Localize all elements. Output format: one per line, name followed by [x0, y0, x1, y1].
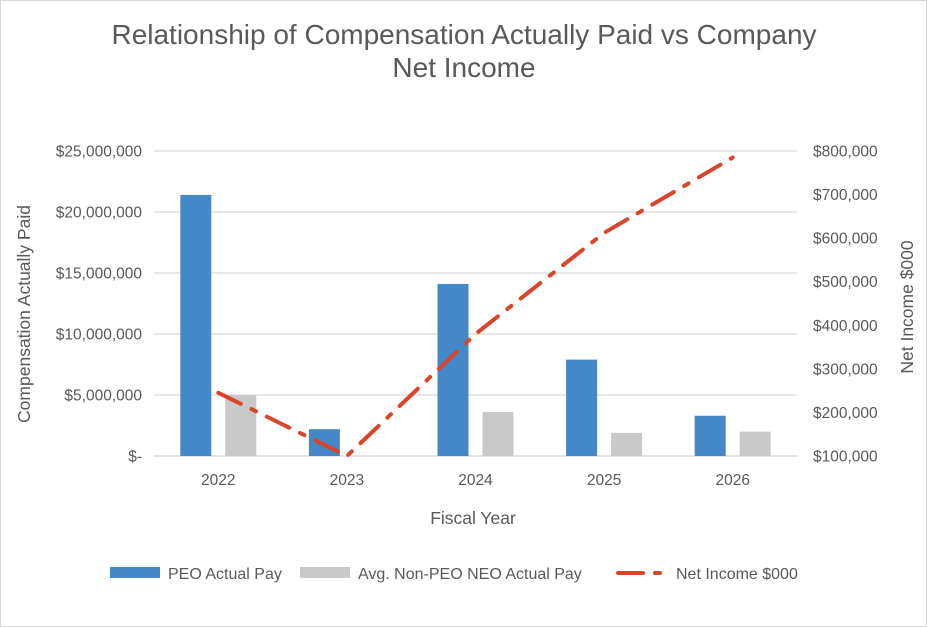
- legend: PEO Actual Pay Avg. Non-PEO NEO Actual Pa…: [110, 566, 798, 583]
- bar-series: [180, 194, 771, 457]
- right-axis-tick-labels: $100,000 $200,000 $300,000 $400,000 $500,000…: [813, 144, 878, 466]
- left-axis-tick-label: $25,000,000: [56, 144, 143, 161]
- legend-item-net-income-000: Net Income $000: [616, 566, 798, 583]
- right-axis-tick-label: $800,000: [813, 144, 878, 161]
- line-net-income-000: [216, 155, 735, 458]
- legend-swatch: [300, 567, 350, 578]
- x-axis-tick-label: 2025: [587, 472, 621, 489]
- legend-label: Avg. Non-PEO NEO Actual Pay: [358, 566, 582, 583]
- bar-peo-actual-pay-2024: [437, 283, 469, 456]
- bar-avg-non-peo-neo-actual-pay-2024: [482, 412, 514, 456]
- right-axis-tick-label: $700,000: [813, 187, 878, 204]
- left-axis-tick-label: $5,000,000: [64, 388, 142, 405]
- right-axis-tick-label: $600,000: [813, 231, 878, 248]
- legend-label: PEO Actual Pay: [168, 566, 282, 583]
- right-axis-tick-label: $200,000: [813, 405, 878, 422]
- line-series: [216, 155, 735, 458]
- chart-title-line-1: Relationship of Compensation Actually Pa…: [111, 19, 816, 50]
- gridlines: [154, 150, 797, 457]
- left-axis-tick-label: $-: [128, 449, 142, 466]
- legend-item-avg-non-peo-neo-actual-pay: Avg. Non-PEO NEO Actual Pay: [300, 566, 582, 583]
- right-axis-tick-label: $300,000: [813, 361, 878, 378]
- left-axis-title: Compensation Actually Paid: [14, 205, 34, 423]
- x-axis-tick-labels: 2022 2023 2024 2025 2026: [201, 472, 750, 489]
- x-axis-title: Fiscal Year: [430, 508, 516, 528]
- chart-title: Relationship of Compensation Actually Pa…: [111, 19, 816, 83]
- left-axis-tick-label: $10,000,000: [56, 327, 143, 344]
- right-axis-tick-label: $100,000: [813, 449, 878, 466]
- right-axis-tick-label: $400,000: [813, 318, 878, 335]
- bar-avg-non-peo-neo-actual-pay-2026: [739, 431, 771, 456]
- x-axis-tick-label: 2023: [330, 472, 364, 489]
- left-axis-tick-label: $20,000,000: [56, 205, 143, 222]
- x-axis-tick-label: 2024: [458, 472, 493, 489]
- x-axis-tick-label: 2026: [715, 472, 749, 489]
- bar-peo-actual-pay-2022: [180, 194, 212, 457]
- bar-peo-actual-pay-2026: [694, 415, 726, 456]
- right-axis-tick-label: $500,000: [813, 274, 878, 291]
- left-axis-tick-label: $15,000,000: [56, 266, 143, 283]
- legend-label: Net Income $000: [676, 566, 798, 583]
- chart-title-line-2: Net Income: [392, 52, 535, 83]
- legend-item-peo-actual-pay: PEO Actual Pay: [110, 566, 282, 583]
- bar-peo-actual-pay-2025: [566, 359, 598, 456]
- bar-avg-non-peo-neo-actual-pay-2025: [611, 432, 643, 456]
- right-axis-title: Net Income $000: [897, 240, 917, 374]
- left-axis-tick-labels: $- $5,000,000 $10,000,000 $15,000,000 $20,00…: [56, 144, 143, 466]
- x-axis-tick-label: 2022: [201, 472, 235, 489]
- legend-swatch: [110, 567, 160, 578]
